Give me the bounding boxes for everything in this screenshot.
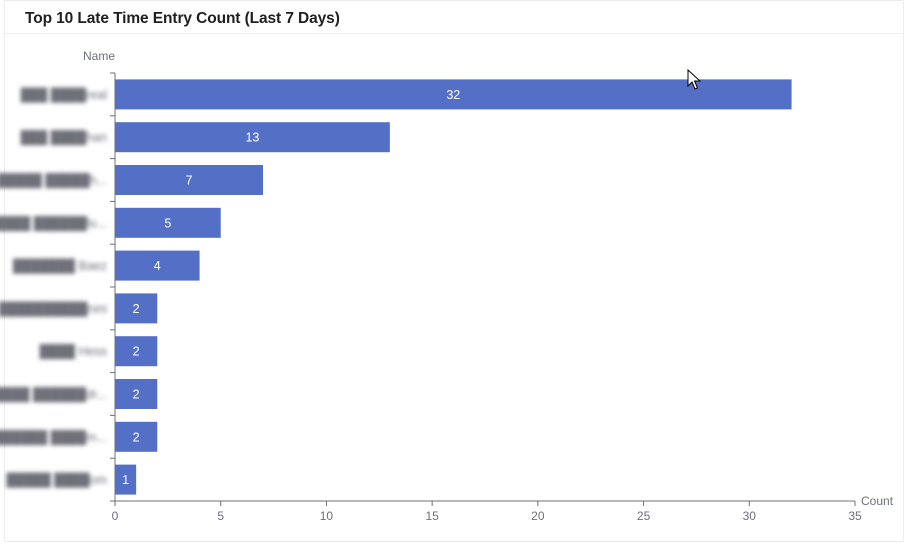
y-axis: ███ ████real ███ ████han █████ █████h... ██… — [0, 72, 116, 502]
bar[interactable] — [115, 79, 792, 110]
y-tick-label: █████ ████om — [6, 472, 107, 488]
bar-value-label: 4 — [154, 259, 161, 273]
bar[interactable] — [115, 122, 390, 153]
x-axis-title: Count — [861, 494, 894, 508]
y-tick-label: ██████ ████m... — [0, 429, 107, 445]
bar[interactable] — [115, 293, 158, 324]
x-tick-label: 5 — [217, 509, 224, 523]
bar-value-label: 2 — [133, 388, 140, 402]
bar[interactable] — [115, 250, 200, 281]
x-tick-label: 35 — [848, 509, 862, 523]
y-tick-label: ███████ Baez — [13, 258, 107, 274]
y-tick-label: ███ ████han — [21, 130, 107, 146]
bar[interactable] — [115, 336, 158, 367]
bar-value-label: 1 — [122, 473, 129, 487]
x-tick-label: 30 — [743, 509, 757, 523]
x-tick-label: 25 — [637, 509, 651, 523]
y-tick-label: ███ ████real — [21, 87, 107, 103]
x-tick-label: 0 — [112, 509, 119, 523]
bar-value-label: 13 — [245, 131, 259, 145]
title-divider — [5, 33, 903, 34]
x-tick-label: 20 — [531, 509, 545, 523]
bar-value-label: 2 — [133, 430, 140, 444]
mouse-pointer-icon — [687, 69, 701, 90]
y-tick-label: █████ ██████lo... — [0, 215, 107, 231]
bars-group: 32 13 7 5 4 2 2 2 2 1 — [115, 79, 792, 495]
bar-value-label: 2 — [133, 345, 140, 359]
x-tick-label: 15 — [425, 509, 439, 523]
y-tick-label: ████ Hess — [40, 344, 107, 360]
x-axis: 0 5 10 15 20 25 30 35 — [112, 500, 862, 523]
bar-value-label: 7 — [186, 174, 193, 188]
bar[interactable] — [115, 464, 137, 495]
bar[interactable] — [115, 207, 221, 238]
y-axis-title: Name — [83, 49, 115, 63]
y-tick-label: █████ ██████dr... — [0, 387, 107, 403]
bar-value-label: 2 — [133, 302, 140, 316]
y-tick-label: ██████████nini — [0, 301, 107, 317]
chart-title: Top 10 Late Time Entry Count (Last 7 Day… — [25, 10, 340, 27]
bar[interactable] — [115, 379, 158, 409]
bar-value-label: 32 — [446, 88, 460, 102]
bar[interactable] — [115, 421, 158, 452]
bar-value-label: 5 — [164, 216, 171, 230]
bar[interactable] — [115, 165, 263, 195]
x-tick-label: 10 — [320, 509, 334, 523]
y-tick-label: █████ █████h... — [0, 173, 107, 189]
